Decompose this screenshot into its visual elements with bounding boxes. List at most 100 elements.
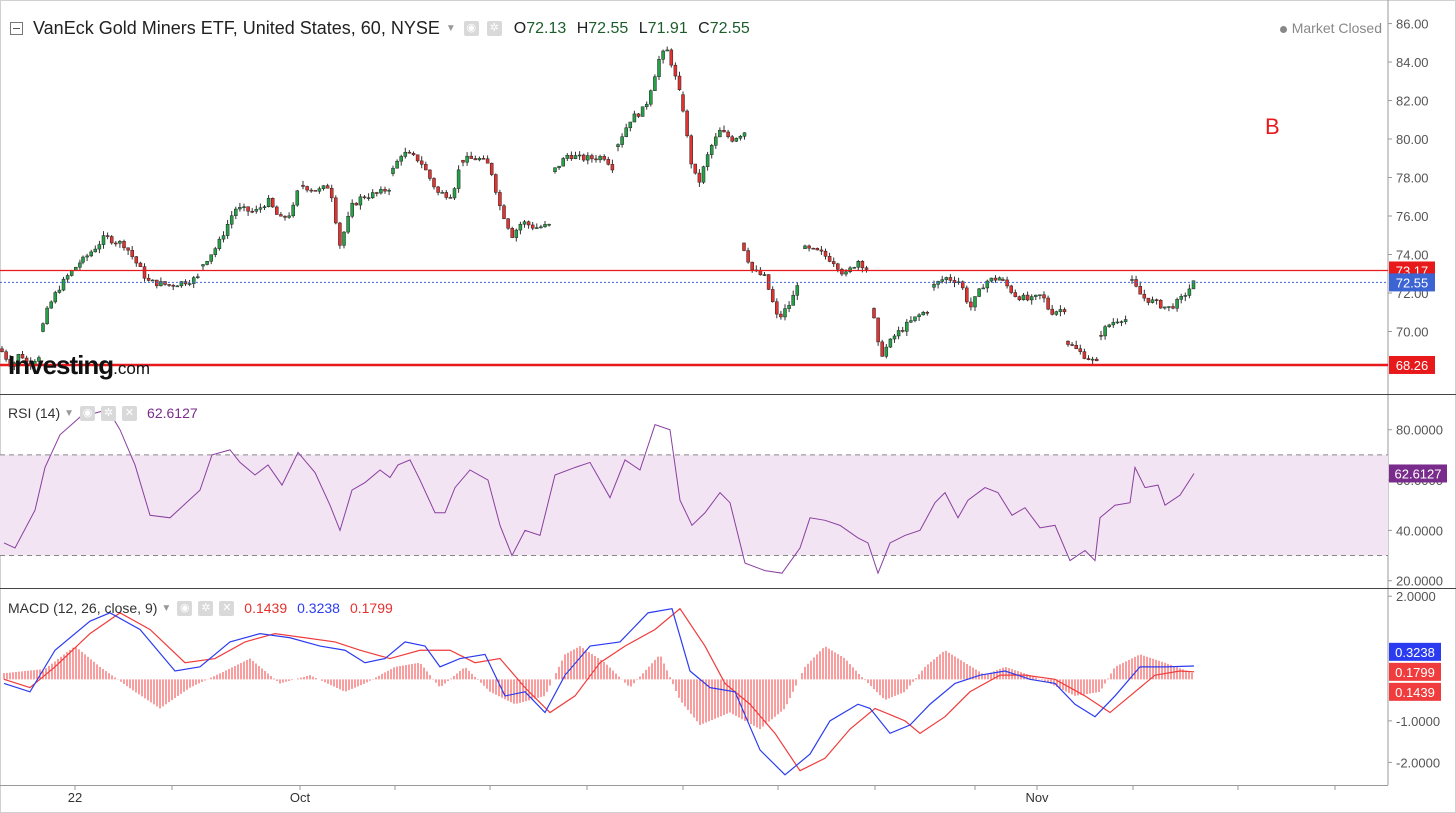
candle-up	[565, 155, 570, 159]
candle-down	[383, 189, 387, 192]
chevron-down-icon[interactable]: ▼	[445, 23, 456, 34]
rsi-value-badge-label: 62.6127	[1395, 466, 1442, 481]
candle-up	[985, 280, 990, 289]
candle-up	[403, 151, 408, 157]
candle-down	[526, 221, 531, 226]
candle-up	[598, 156, 602, 161]
candle-up	[1179, 296, 1183, 300]
candle-up	[917, 314, 921, 318]
rsi-tick-label: 40.0000	[1396, 523, 1443, 538]
time-axis-label: Oct	[290, 790, 311, 805]
candle-up	[705, 154, 710, 167]
candle-down	[726, 131, 730, 137]
visibility-icon[interactable]: ◉	[463, 21, 479, 36]
gear-icon[interactable]: ✲	[101, 405, 117, 421]
candle-down	[1146, 297, 1151, 303]
candle-up	[57, 289, 62, 293]
candle-down	[602, 156, 606, 160]
candle-up	[387, 189, 391, 192]
chevron-down-icon[interactable]: ▼	[64, 407, 75, 419]
candle-down	[590, 155, 594, 160]
candle-down	[489, 162, 494, 175]
candle-up	[350, 202, 354, 217]
candle-down	[673, 64, 678, 77]
candle-down	[900, 330, 905, 332]
rsi-tick-label: 80.0000	[1396, 423, 1443, 438]
candle-up	[535, 227, 539, 229]
candle-down	[510, 228, 514, 238]
candle-down	[1042, 294, 1046, 299]
candle-up	[209, 254, 213, 262]
candle-down	[329, 187, 334, 199]
candle-down	[775, 301, 779, 315]
candle-down	[114, 242, 118, 245]
candle-down	[689, 135, 693, 165]
price-tick-label: 74.00	[1396, 248, 1429, 263]
candle-down	[685, 110, 689, 137]
candle-up	[1150, 299, 1155, 303]
candle-up	[440, 192, 444, 194]
candle-up	[661, 50, 665, 60]
candle-down	[20, 354, 25, 359]
time-axis-label: Nov	[1025, 790, 1049, 805]
candle-up	[628, 121, 633, 129]
price-tick-label: 80.00	[1396, 132, 1429, 147]
candle-up	[616, 144, 620, 147]
candle-up	[977, 288, 981, 297]
candle-down	[827, 256, 832, 262]
candle-up	[452, 188, 457, 199]
candle-up	[981, 287, 985, 290]
candle-down	[0, 348, 4, 353]
candle-down	[325, 185, 330, 189]
candle-down	[606, 159, 611, 165]
candle-up	[61, 278, 66, 291]
price-tick-label: 78.00	[1396, 171, 1429, 186]
candle-up	[762, 274, 767, 276]
candle-down	[530, 224, 535, 229]
visibility-icon[interactable]: ◉	[80, 405, 96, 421]
candle-down	[993, 277, 998, 281]
candle-down	[722, 129, 726, 133]
candle-up	[159, 281, 163, 287]
candle-up	[201, 264, 205, 267]
visibility-icon[interactable]: ◉	[177, 600, 193, 616]
macd-tick-label: 2.0000	[1396, 589, 1436, 604]
price-tick-label: 82.00	[1396, 94, 1429, 109]
candle-up	[477, 158, 482, 161]
gear-icon[interactable]: ✲	[198, 600, 214, 616]
close-icon[interactable]: ✕	[219, 600, 235, 616]
candle-down	[750, 261, 754, 271]
candle-down	[1062, 309, 1067, 313]
candle-up	[539, 226, 543, 229]
candle-down	[815, 247, 820, 251]
close-icon[interactable]: ✕	[122, 405, 138, 421]
macd-signal-line	[3, 607, 1195, 772]
candle-up	[561, 158, 565, 167]
level-badge	[1389, 355, 1435, 374]
candle-down	[1001, 279, 1005, 281]
candle-down	[1017, 296, 1022, 301]
candle-up	[89, 251, 93, 257]
candle-up	[85, 255, 89, 258]
candle-down	[1138, 286, 1142, 295]
gear-icon[interactable]: ✲	[486, 21, 502, 36]
candle-up	[41, 323, 45, 332]
candle-down	[1078, 348, 1083, 352]
chevron-down-icon[interactable]: ▼	[161, 602, 172, 614]
candle-down	[130, 249, 134, 257]
rsi-tick-label: 20.0000	[1396, 574, 1443, 589]
candle-up	[101, 235, 106, 245]
macd-value-badge	[1389, 642, 1441, 661]
candle-down	[1094, 358, 1099, 362]
candle-up	[586, 155, 590, 161]
macd-hist-value: 0.1439	[244, 600, 288, 616]
candle-down	[485, 158, 490, 164]
candle-up	[795, 285, 800, 296]
candle-up	[1054, 311, 1059, 315]
collapse-icon[interactable]	[10, 22, 23, 35]
macd-value-badge-label: 0.3238	[1395, 645, 1435, 660]
candle-up	[803, 245, 807, 249]
candle-down	[1070, 344, 1074, 346]
candle-down	[105, 235, 110, 237]
